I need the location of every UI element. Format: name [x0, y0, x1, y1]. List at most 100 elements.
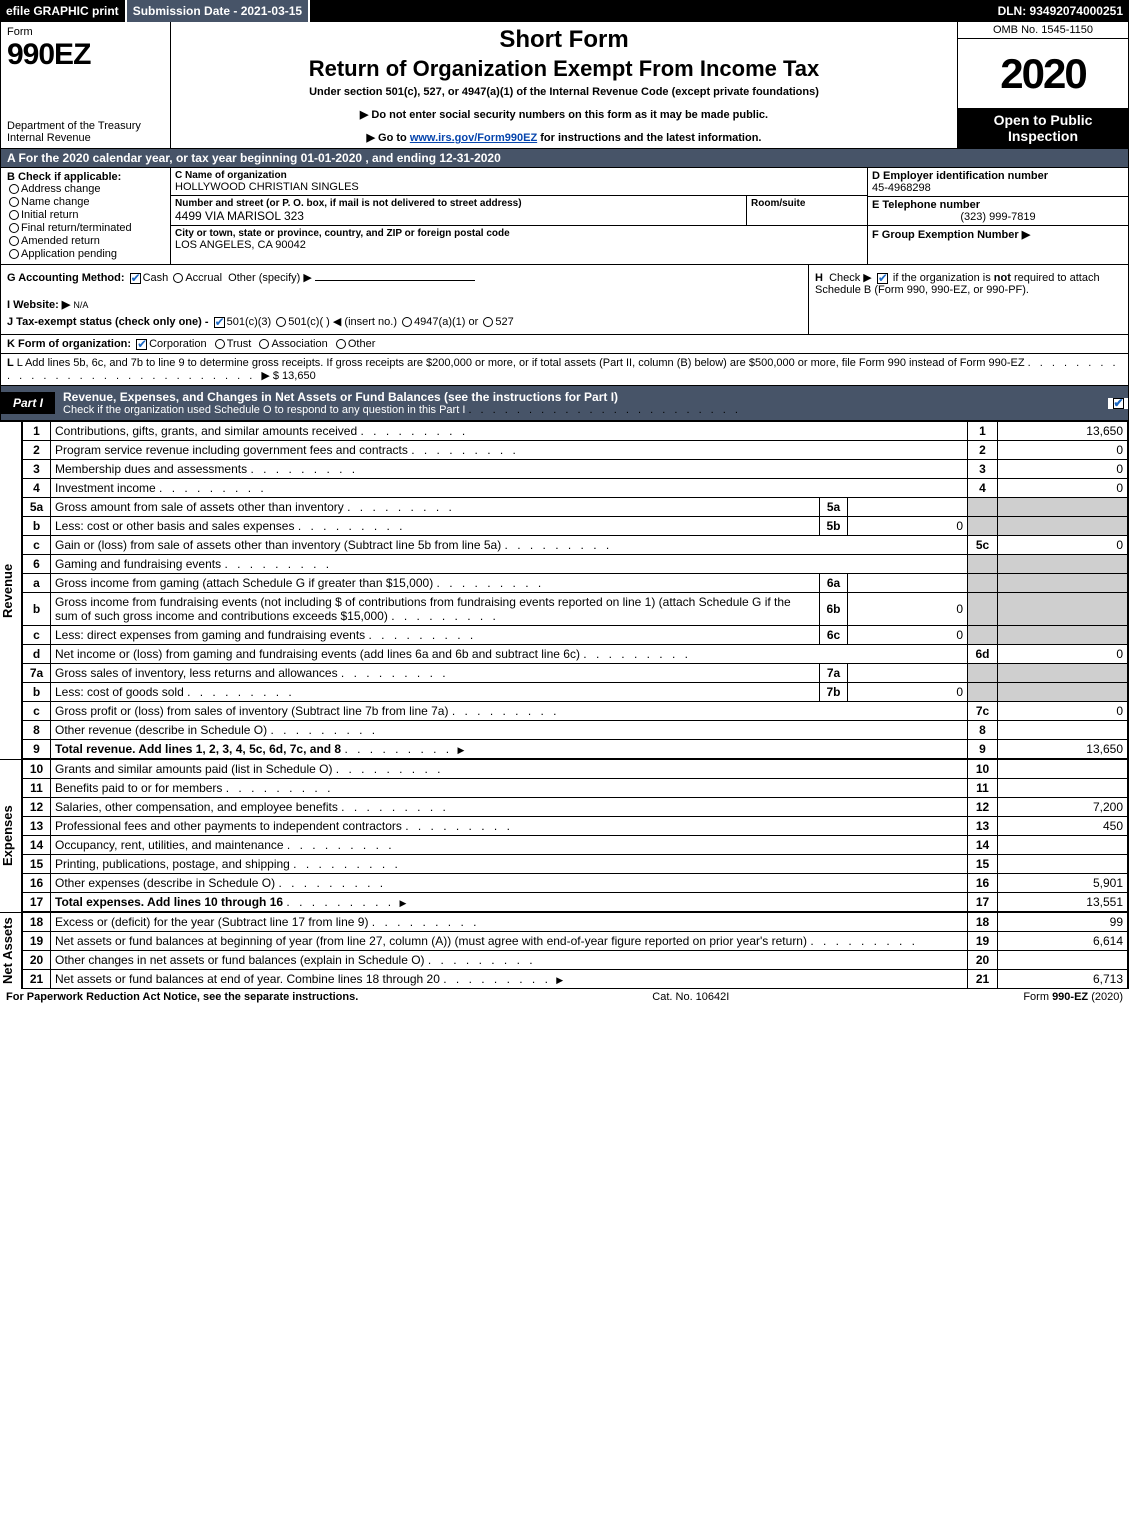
sub-line-number: 6c [820, 626, 848, 645]
cash-label: Cash [143, 272, 169, 284]
sub-line-value: 0 [848, 626, 968, 645]
501c-label: 501(c)( ) ◀ (insert no.) [288, 316, 397, 328]
501c3-checkbox[interactable] [214, 317, 225, 328]
501c-checkbox[interactable] [276, 317, 286, 327]
k-opt-trust[interactable]: Trust [213, 338, 258, 350]
check-initial-return[interactable]: Initial return [7, 209, 164, 221]
line-number: 17 [23, 893, 51, 912]
line-description: Occupancy, rent, utilities, and maintena… [51, 836, 968, 855]
line-number: c [23, 626, 51, 645]
line-number: a [23, 574, 51, 593]
check-application-pending[interactable]: Application pending [7, 248, 164, 260]
line-value [998, 779, 1128, 798]
line-description: Benefits paid to or for members . . . . … [51, 779, 968, 798]
line-ref: 2 [968, 441, 998, 460]
check-name-change[interactable]: Name change [7, 196, 164, 208]
line-ref: 5c [968, 536, 998, 555]
addr-label: Number and street (or P. O. box, if mail… [175, 198, 742, 209]
k-opt-corporation[interactable]: Corporation [134, 338, 213, 350]
info-block: B Check if applicable: Address changeNam… [0, 168, 1129, 265]
sub-line-number: 5a [820, 498, 848, 517]
k-opt-other[interactable]: Other [334, 338, 382, 350]
accrual-checkbox[interactable] [173, 273, 183, 283]
line-value-shaded [998, 498, 1128, 517]
footer-right: Form 990-EZ (2020) [1023, 991, 1123, 1003]
city-state-zip: LOS ANGELES, CA 90042 [175, 239, 863, 251]
table-row: 20Other changes in net assets or fund ba… [23, 951, 1128, 970]
section-g-h: G Accounting Method: Cash Accrual Other … [0, 265, 1129, 335]
group-exemption-label: F Group Exemption Number ▶ [872, 228, 1124, 241]
footer-mid: Cat. No. 10642I [652, 991, 729, 1003]
submission-date: Submission Date - 2021-03-15 [127, 0, 310, 22]
sub-line-number: 6b [820, 593, 848, 626]
line-number: 7a [23, 664, 51, 683]
line-number: 3 [23, 460, 51, 479]
line-value: 450 [998, 817, 1128, 836]
line-number: 19 [23, 932, 51, 951]
line-value: 13,650 [998, 740, 1128, 759]
line-number: 11 [23, 779, 51, 798]
k-label: K Form of organization: [7, 338, 131, 350]
tax-year: 2020 [958, 39, 1128, 108]
line-value [998, 836, 1128, 855]
line-value: 0 [998, 645, 1128, 664]
other-method-input[interactable] [315, 280, 475, 281]
line-ref: 8 [968, 721, 998, 740]
h-checkbox[interactable] [877, 273, 888, 284]
form-subtitle: Under section 501(c), 527, or 4947(a)(1)… [179, 86, 949, 98]
omb-number: OMB No. 1545-1150 [958, 22, 1128, 39]
line-value-shaded [998, 593, 1128, 626]
table-row: 4Investment income . . . . . . . . .40 [23, 479, 1128, 498]
line-ref: 15 [968, 855, 998, 874]
check-final-return-terminated[interactable]: Final return/terminated [7, 222, 164, 234]
line-number: 9 [23, 740, 51, 759]
open-public-badge: Open to Public Inspection [958, 108, 1128, 148]
sub-line-value: 0 [848, 683, 968, 702]
section-c: C Name of organization HOLLYWOOD CHRISTI… [171, 168, 868, 264]
part-1-schedule-o-checkbox[interactable] [1108, 398, 1128, 409]
4947-checkbox[interactable] [402, 317, 412, 327]
section-l: L L Add lines 5b, 6c, and 7b to line 9 t… [0, 354, 1129, 386]
street-address: 4499 VIA MARISOL 323 [175, 209, 742, 223]
sub-line-value: 0 [848, 593, 968, 626]
cash-checkbox[interactable] [130, 273, 141, 284]
line-description: Program service revenue including govern… [51, 441, 968, 460]
line-ref: 13 [968, 817, 998, 836]
irs-link[interactable]: www.irs.gov/Form990EZ [410, 132, 537, 144]
line-description: Net assets or fund balances at beginning… [51, 932, 968, 951]
line-ref: 12 [968, 798, 998, 817]
line-ref: 7c [968, 702, 998, 721]
sub-line-number: 7b [820, 683, 848, 702]
line-number: 13 [23, 817, 51, 836]
accounting-method-row: G Accounting Method: Cash Accrual Other … [7, 271, 802, 284]
line-number: 5a [23, 498, 51, 517]
line-number: 21 [23, 970, 51, 989]
line-ref-shaded [968, 517, 998, 536]
table-row: cLess: direct expenses from gaming and f… [23, 626, 1128, 645]
line-description: Gross sales of inventory, less returns a… [51, 664, 820, 683]
line-ref: 19 [968, 932, 998, 951]
form-header: Form 990EZ Department of the Treasury In… [0, 22, 1129, 149]
line-number: 4 [23, 479, 51, 498]
efile-label[interactable]: efile GRAPHIC print [0, 0, 127, 22]
line-value: 7,200 [998, 798, 1128, 817]
line-description: Net assets or fund balances at end of ye… [51, 970, 968, 989]
link-prefix: ▶ Go to [367, 132, 410, 144]
tax-exempt-row: J Tax-exempt status (check only one) - 5… [7, 315, 802, 328]
check-amended-return[interactable]: Amended return [7, 235, 164, 247]
telephone-value: (323) 999-7819 [872, 211, 1124, 223]
line-value-shaded [998, 574, 1128, 593]
table-row: 19Net assets or fund balances at beginni… [23, 932, 1128, 951]
line-description: Gaming and fundraising events . . . . . … [51, 555, 968, 574]
table-row: cGross profit or (loss) from sales of in… [23, 702, 1128, 721]
line-value: 0 [998, 536, 1128, 555]
527-label: 527 [495, 316, 513, 328]
check-address-change[interactable]: Address change [7, 183, 164, 195]
netassets-table: 18Excess or (deficit) for the year (Subt… [22, 912, 1128, 989]
accounting-method-label: G Accounting Method: [7, 272, 125, 284]
k-opt-association[interactable]: Association [257, 338, 333, 350]
527-checkbox[interactable] [483, 317, 493, 327]
header-middle: Short Form Return of Organization Exempt… [171, 22, 958, 148]
line-description: Printing, publications, postage, and shi… [51, 855, 968, 874]
table-row: 2Program service revenue including gover… [23, 441, 1128, 460]
